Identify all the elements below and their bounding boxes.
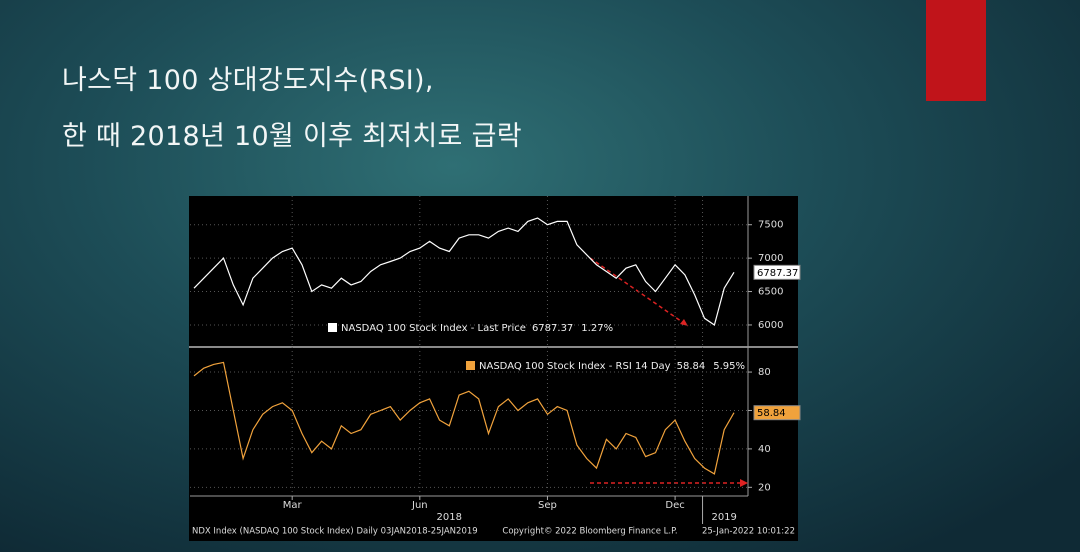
legend-swatch bbox=[466, 361, 475, 370]
x-year-label: 2018 bbox=[437, 512, 462, 523]
slide-title-line: 나스닥 100 상대강도지수(RSI), bbox=[62, 65, 434, 96]
trend-arrowhead bbox=[740, 479, 748, 487]
x-tick-label: Dec bbox=[665, 500, 684, 511]
accent-block bbox=[926, 0, 986, 101]
y-tick-label: 40 bbox=[758, 444, 771, 455]
footer-timestamp: 25-Jan-2022 10:01:22 bbox=[702, 527, 795, 537]
trend-arrowhead bbox=[680, 319, 688, 326]
last-value-tag bbox=[753, 405, 801, 421]
legend-swatch bbox=[328, 323, 337, 332]
legend-value: 58.84 bbox=[677, 361, 706, 372]
slide-title-line: 한 때 2018년 10월 이후 최저치로 급락 bbox=[62, 121, 522, 152]
x-tick-label: Sep bbox=[538, 500, 557, 511]
y-tick-label: 7500 bbox=[758, 220, 783, 231]
legend-change: 1.27% bbox=[581, 323, 613, 334]
footer-source: NDX Index (NASDAQ 100 Stock Index) Daily… bbox=[192, 527, 478, 537]
y-tick-label: 20 bbox=[758, 482, 771, 493]
footer-copyright: Copyright© 2022 Bloomberg Finance L.P. bbox=[502, 527, 677, 537]
last-value-label: 6787.37 bbox=[757, 268, 798, 279]
x-year-label: 2019 bbox=[711, 512, 736, 523]
legend-label: NASDAQ 100 Stock Index - RSI 14 Day bbox=[479, 361, 671, 372]
legend-change: 5.95% bbox=[713, 361, 745, 372]
legend-value: 6787.37 bbox=[532, 323, 573, 334]
legend-label: NASDAQ 100 Stock Index - Last Price bbox=[341, 323, 526, 334]
last-value-tag bbox=[753, 264, 801, 280]
last-value-label: 58.84 bbox=[757, 408, 786, 419]
y-tick-label: 6500 bbox=[758, 287, 783, 298]
y-tick-label: 6000 bbox=[758, 320, 783, 331]
x-tick-label: Jun bbox=[411, 500, 428, 511]
y-tick-label: 7000 bbox=[758, 253, 783, 264]
x-tick-label: Mar bbox=[283, 500, 303, 511]
series-line bbox=[193, 217, 735, 326]
y-tick-label: 80 bbox=[758, 367, 771, 378]
series-line bbox=[193, 361, 735, 475]
